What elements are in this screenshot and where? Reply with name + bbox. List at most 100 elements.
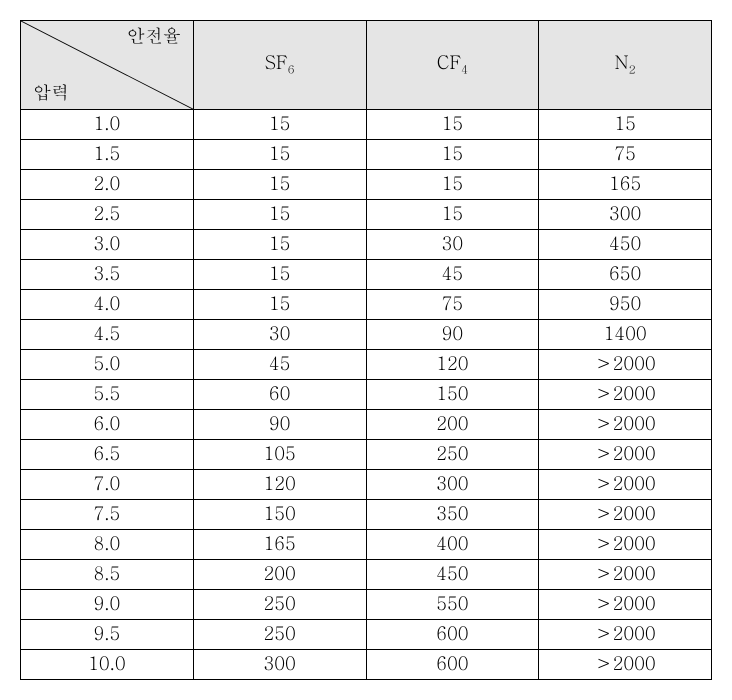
- cell-pressure: 6.5: [21, 440, 194, 470]
- cell-pressure: 3.0: [21, 230, 194, 260]
- cell-pressure: 10.0: [21, 650, 194, 680]
- table-row: 7.5150350＞2000: [21, 500, 712, 530]
- cell-pressure: 7.0: [21, 470, 194, 500]
- cell-pressure: 8.5: [21, 560, 194, 590]
- table-row: 3.51545650: [21, 260, 712, 290]
- cell-n2: ＞2000: [539, 530, 712, 560]
- cell-pressure: 5.5: [21, 380, 194, 410]
- cell-n2: 300: [539, 200, 712, 230]
- cell-sf6: 250: [193, 620, 366, 650]
- header-col2-main: CF: [437, 50, 461, 75]
- cell-cf4: 550: [366, 590, 539, 620]
- cell-cf4: 15: [366, 110, 539, 140]
- cell-sf6: 30: [193, 320, 366, 350]
- table-row: 6.5105250＞2000: [21, 440, 712, 470]
- cell-pressure: 2.0: [21, 170, 194, 200]
- table-row: 1.5151575: [21, 140, 712, 170]
- cell-sf6: 120: [193, 470, 366, 500]
- cell-n2: ＞2000: [539, 620, 712, 650]
- cell-cf4: 15: [366, 200, 539, 230]
- table-row: 7.0120300＞2000: [21, 470, 712, 500]
- cell-sf6: 250: [193, 590, 366, 620]
- cell-cf4: 90: [366, 320, 539, 350]
- cell-n2: 75: [539, 140, 712, 170]
- cell-n2: ＞2000: [539, 560, 712, 590]
- table-row: 10.0300600＞2000: [21, 650, 712, 680]
- header-col1-main: SF: [265, 50, 288, 75]
- cell-sf6: 15: [193, 140, 366, 170]
- cell-n2: ＞2000: [539, 380, 712, 410]
- cell-cf4: 200: [366, 410, 539, 440]
- cell-n2: ＞2000: [539, 350, 712, 380]
- cell-pressure: 8.0: [21, 530, 194, 560]
- table-row: 4.530901400: [21, 320, 712, 350]
- header-bottom-label: 압력: [33, 84, 69, 103]
- table-row: 9.5250600＞2000: [21, 620, 712, 650]
- cell-n2: 650: [539, 260, 712, 290]
- cell-n2: 165: [539, 170, 712, 200]
- cell-sf6: 165: [193, 530, 366, 560]
- data-table: 안전율 압력 SF6 CF4 N2 1.01515151.51515752.01…: [20, 20, 712, 680]
- cell-sf6: 60: [193, 380, 366, 410]
- header-col1-sub: 6: [288, 62, 295, 78]
- cell-sf6: 15: [193, 170, 366, 200]
- cell-cf4: 45: [366, 260, 539, 290]
- cell-cf4: 300: [366, 470, 539, 500]
- cell-sf6: 15: [193, 110, 366, 140]
- cell-pressure: 6.0: [21, 410, 194, 440]
- cell-cf4: 15: [366, 170, 539, 200]
- cell-n2: 1400: [539, 320, 712, 350]
- cell-cf4: 250: [366, 440, 539, 470]
- cell-cf4: 450: [366, 560, 539, 590]
- table-row: 4.01575950: [21, 290, 712, 320]
- cell-cf4: 400: [366, 530, 539, 560]
- header-top-label: 안전율: [127, 27, 181, 46]
- cell-pressure: 4.0: [21, 290, 194, 320]
- cell-n2: 950: [539, 290, 712, 320]
- data-table-container: 안전율 압력 SF6 CF4 N2 1.01515151.51515752.01…: [20, 20, 712, 680]
- header-col3-sub: 2: [629, 62, 636, 78]
- table-row: 3.01530450: [21, 230, 712, 260]
- table-row: 2.01515165: [21, 170, 712, 200]
- cell-sf6: 15: [193, 200, 366, 230]
- table-row: 8.0165400＞2000: [21, 530, 712, 560]
- cell-cf4: 150: [366, 380, 539, 410]
- cell-sf6: 15: [193, 290, 366, 320]
- header-col2-sub: 4: [461, 62, 468, 78]
- table-body: 1.01515151.51515752.015151652.515153003.…: [21, 110, 712, 680]
- header-diagonal-cell: 안전율 압력: [21, 21, 194, 110]
- header-col3-main: N: [615, 50, 629, 75]
- cell-sf6: 15: [193, 230, 366, 260]
- cell-n2: ＞2000: [539, 650, 712, 680]
- cell-sf6: 300: [193, 650, 366, 680]
- cell-sf6: 150: [193, 500, 366, 530]
- cell-cf4: 30: [366, 230, 539, 260]
- cell-pressure: 3.5: [21, 260, 194, 290]
- cell-n2: 450: [539, 230, 712, 260]
- cell-pressure: 7.5: [21, 500, 194, 530]
- cell-sf6: 45: [193, 350, 366, 380]
- cell-pressure: 1.5: [21, 140, 194, 170]
- cell-sf6: 200: [193, 560, 366, 590]
- cell-pressure: 1.0: [21, 110, 194, 140]
- table-row: 5.045120＞2000: [21, 350, 712, 380]
- cell-n2: ＞2000: [539, 410, 712, 440]
- cell-n2: ＞2000: [539, 500, 712, 530]
- cell-pressure: 5.0: [21, 350, 194, 380]
- cell-sf6: 15: [193, 260, 366, 290]
- cell-pressure: 4.5: [21, 320, 194, 350]
- table-row: 9.0250550＞2000: [21, 590, 712, 620]
- cell-cf4: 75: [366, 290, 539, 320]
- cell-pressure: 2.5: [21, 200, 194, 230]
- cell-pressure: 9.5: [21, 620, 194, 650]
- cell-n2: ＞2000: [539, 440, 712, 470]
- cell-cf4: 15: [366, 140, 539, 170]
- table-row: 6.090200＞2000: [21, 410, 712, 440]
- table-row: 5.560150＞2000: [21, 380, 712, 410]
- cell-n2: ＞2000: [539, 470, 712, 500]
- cell-cf4: 350: [366, 500, 539, 530]
- cell-n2: 15: [539, 110, 712, 140]
- cell-cf4: 120: [366, 350, 539, 380]
- cell-sf6: 105: [193, 440, 366, 470]
- table-row: 2.51515300: [21, 200, 712, 230]
